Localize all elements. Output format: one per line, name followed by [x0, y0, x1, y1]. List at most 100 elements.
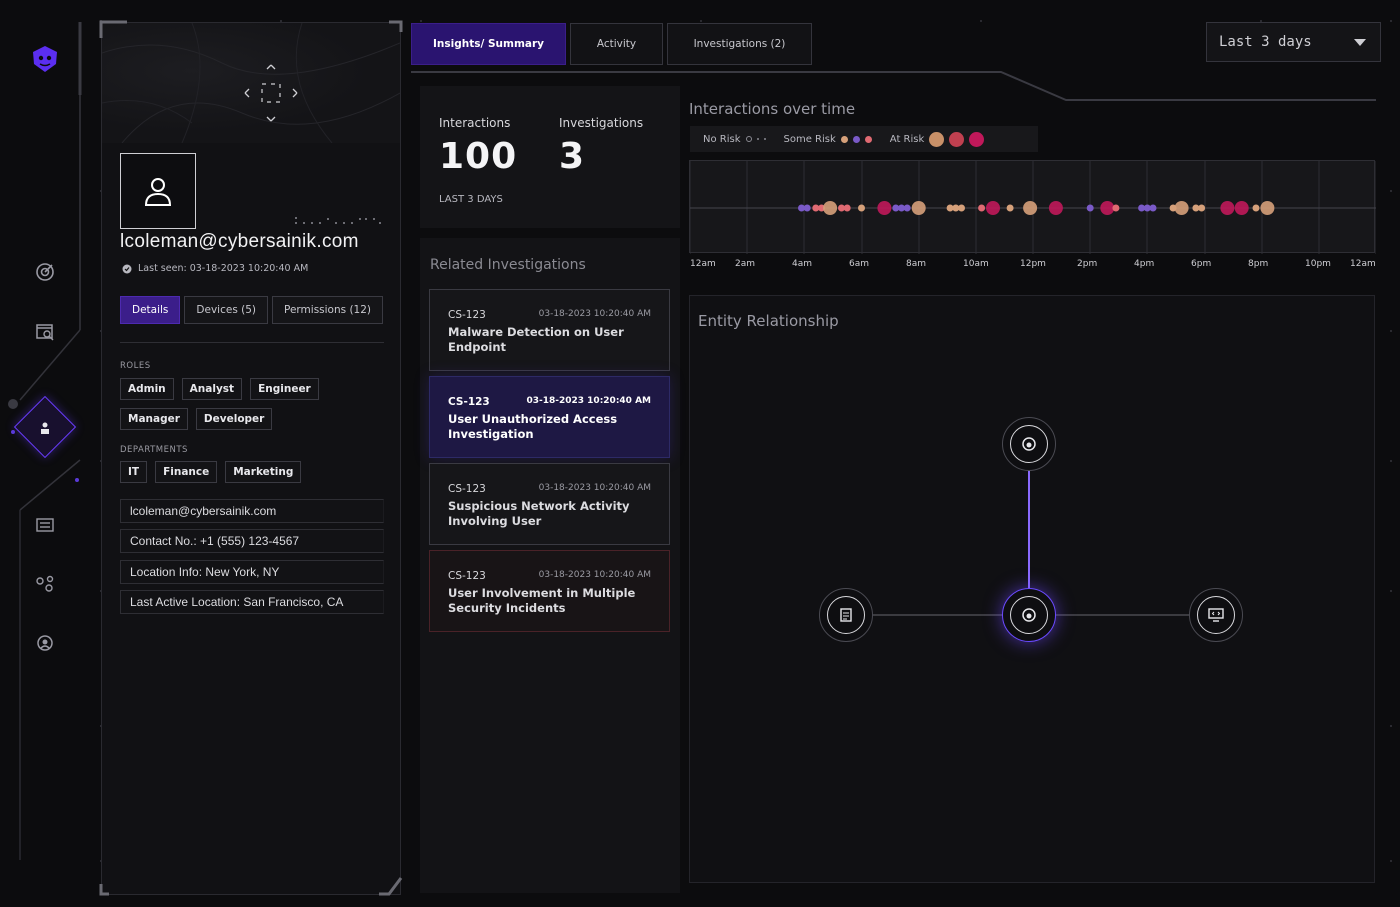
legend-label: No Risk: [703, 133, 741, 145]
timeline-event-point[interactable]: [1138, 204, 1146, 212]
share-icon[interactable]: [33, 572, 57, 596]
role-chip: Admin: [120, 378, 174, 400]
timeline-event-point[interactable]: [986, 201, 1000, 215]
timeline-event-point[interactable]: [958, 204, 965, 212]
timeline-event-point[interactable]: [892, 204, 900, 212]
legend-label: At Risk: [889, 133, 925, 145]
timeline-event-point[interactable]: [1112, 204, 1120, 212]
timeline-event-point[interactable]: [1260, 201, 1275, 215]
investigation-card-selected[interactable]: CS-123 03-18-2023 10:20:40 AM User Unaut…: [429, 376, 670, 458]
shield-user-icon[interactable]: [33, 631, 57, 655]
timeline-x-tick: 4am: [792, 259, 813, 269]
timeline-event-point[interactable]: [1149, 204, 1157, 212]
timeline-event-point[interactable]: [1192, 204, 1200, 212]
timeline-event-point[interactable]: [1048, 201, 1063, 215]
timeline-event-point[interactable]: [1143, 204, 1151, 212]
profile-email-title: lcoleman@cybersainik.com: [120, 231, 359, 252]
last-seen: Last seen: 03-18-2023 10:20:40 AM: [122, 263, 308, 274]
entity-title: Entity Relationship: [698, 312, 839, 330]
departments-list: IT Finance Marketing: [120, 461, 390, 483]
info-last-active-location: Last Active Location: San Francisco, CA: [120, 590, 384, 614]
timeline-event-point[interactable]: [812, 204, 820, 212]
timeline-event-point[interactable]: [1174, 201, 1189, 215]
timeline-x-tick: 8am: [906, 259, 927, 269]
timeline-event-point[interactable]: [1100, 201, 1115, 215]
legend-at-risk: At Risk: [889, 131, 985, 147]
tab-activity[interactable]: Activity: [570, 23, 663, 65]
timeline-event-point[interactable]: [1198, 204, 1206, 212]
timeline-event-point[interactable]: [1023, 201, 1038, 215]
timeline-x-tick: 10am: [963, 259, 989, 269]
role-chip: Analyst: [181, 378, 243, 400]
info-email: lcoleman@cybersainik.com: [120, 499, 384, 523]
timeline-x-tick: 6pm: [1191, 259, 1212, 269]
investigation-id: CS-123: [448, 570, 486, 582]
header-divider: [411, 71, 1376, 101]
tab-insights-summary[interactable]: Insights/ Summary: [411, 23, 566, 65]
list-icon[interactable]: [33, 513, 57, 537]
period-label: LAST 3 DAYS: [439, 194, 503, 205]
tab-investigations[interactable]: Investigations (2): [667, 23, 812, 65]
decorative-dots: [295, 217, 381, 224]
user-icon[interactable]: [33, 416, 57, 440]
legend-some-risk: Some Risk: [784, 134, 872, 145]
timeline-event-point[interactable]: [898, 204, 905, 212]
timeline-event-point[interactable]: [978, 204, 986, 212]
timeline-legend: No Risk Some Risk At Risk: [690, 126, 1038, 152]
timeline-event-point[interactable]: [1234, 201, 1249, 215]
timeline-event-point[interactable]: [1006, 204, 1014, 212]
profile-panel: lcoleman@cybersainik.com Last seen: 03-1…: [101, 22, 401, 895]
investigation-date: 03-18-2023 10:20:40 AM: [538, 570, 651, 580]
location-map[interactable]: [102, 23, 400, 143]
investigation-card[interactable]: CS-123 03-18-2023 10:20:40 AM Malware De…: [429, 289, 670, 371]
timeline-event-point[interactable]: [1252, 204, 1260, 212]
role-chip: Developer: [195, 408, 273, 430]
timeline-event-point[interactable]: [1086, 204, 1094, 212]
rail-lines: [8, 22, 82, 860]
investigation-id: CS-123: [448, 483, 486, 495]
panel-frame: [99, 20, 403, 896]
timeline-event-point[interactable]: [843, 204, 851, 212]
timeline-event-point[interactable]: [911, 201, 926, 215]
timeline-event-point[interactable]: [903, 204, 911, 212]
interactions-label: Interactions: [439, 116, 511, 130]
timeline-x-tick: 12pm: [1020, 259, 1046, 269]
investigation-id: CS-123: [448, 396, 490, 408]
logo-icon[interactable]: [30, 44, 60, 74]
tab-permissions[interactable]: Permissions (12): [272, 296, 383, 324]
target-icon[interactable]: [33, 260, 57, 284]
recenter-icon[interactable]: [241, 63, 301, 123]
investigation-card[interactable]: CS-123 03-18-2023 10:20:40 AM Suspicious…: [429, 463, 670, 545]
timeline-event-point[interactable]: [818, 204, 825, 212]
info-location: Location Info: New York, NY: [120, 560, 384, 584]
timeline-event-point[interactable]: [823, 201, 838, 215]
divider: [120, 342, 384, 343]
timeline-event-point[interactable]: [877, 201, 892, 215]
timeline-event-point[interactable]: [858, 204, 865, 212]
document-node[interactable]: [819, 588, 873, 642]
tab-details[interactable]: Details: [120, 296, 181, 324]
timeline-event-point[interactable]: [1220, 201, 1235, 215]
timeline-event-point[interactable]: [803, 204, 811, 212]
profile-tabs: Details Devices (5) Permissions (12): [120, 296, 383, 324]
time-range-select[interactable]: Last 3 days: [1206, 22, 1381, 62]
user-node-top[interactable]: [1002, 417, 1056, 471]
timeline-event-point[interactable]: [952, 204, 960, 212]
timeline-x-tick: 10pm: [1305, 259, 1331, 269]
search-window-icon[interactable]: [33, 320, 57, 344]
timeline-event-point[interactable]: [946, 204, 954, 212]
nav-rail: [0, 0, 90, 907]
timeline-event-point[interactable]: [838, 204, 845, 212]
chevron-down-icon: [1354, 39, 1366, 46]
tab-devices[interactable]: Devices (5): [184, 296, 268, 324]
role-chip: Manager: [120, 408, 188, 430]
timeline-event-point[interactable]: [798, 204, 805, 212]
department-chip: IT: [120, 461, 148, 483]
user-node-center[interactable]: [1002, 588, 1056, 642]
related-investigations-title: Related Investigations: [430, 257, 586, 273]
investigation-card[interactable]: CS-123 03-18-2023 10:20:40 AM User Invol…: [429, 550, 670, 632]
timeline-x-tick: 12am: [690, 259, 716, 269]
role-chip: Engineer: [250, 378, 319, 400]
device-node[interactable]: [1189, 588, 1243, 642]
timeline-x-tick: 2am: [735, 259, 756, 269]
